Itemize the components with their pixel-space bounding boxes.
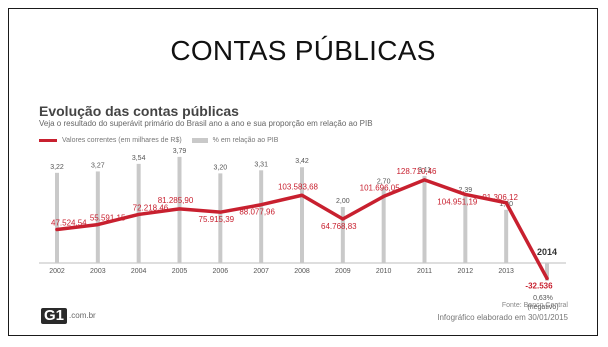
bar-label-2014: 0,63% [533, 295, 553, 302]
legend-swatch-bar [191, 138, 208, 143]
bar-2012 [463, 196, 468, 263]
chart-source: Fonte: Banco Central [501, 302, 568, 309]
x-tick-2010: 2010 [376, 268, 392, 275]
legend-swatch-line [39, 139, 57, 142]
bar-label-2003: 3,27 [91, 162, 105, 169]
slide: CONTAS PÚBLICAS Evolução das contas públ… [8, 8, 598, 336]
line-label-2013: 91.306,12 [482, 193, 518, 202]
bar-label-2010: 2,70 [377, 178, 391, 185]
chart-title: Evolução das contas públicas [39, 103, 239, 119]
bar-label-2006: 3,20 [214, 164, 228, 171]
x-tick-2007: 2007 [253, 268, 269, 275]
bar-label-2009: 2,00 [336, 198, 350, 205]
legend-label-line: Valores correntes (em milhares de R$) [62, 137, 182, 144]
line-label-2009: 64.768,83 [321, 222, 357, 231]
line-label-2007: 88.077,96 [239, 208, 275, 217]
infographic: Evolução das contas públicas Veja o resu… [35, 97, 570, 327]
line-label-2003: 55.591,15 [90, 214, 126, 223]
line-label-2005: 81.285,90 [158, 196, 194, 205]
x-tick-2004: 2004 [131, 268, 147, 275]
x-tick-2011: 2011 [417, 268, 432, 275]
line-label-2014: -32.536 [525, 281, 553, 290]
bar-2008 [300, 167, 304, 263]
line-series-valores [55, 178, 549, 281]
x-tick-2005: 2005 [172, 268, 188, 275]
x-tick-2002: 2002 [49, 268, 65, 275]
line-label-2012: 104.951,19 [437, 197, 478, 206]
bar-label-2002: 3,22 [50, 164, 64, 171]
line-label-2002: 47.524,54 [51, 219, 87, 228]
line-label-2004: 72.218,46 [133, 203, 169, 212]
x-tick-2009: 2009 [335, 268, 351, 275]
bar-2003 [95, 171, 100, 263]
bar-2011 [422, 175, 427, 263]
x-tick-2006: 2006 [213, 268, 229, 275]
line-label-2010: 101.696,05 [360, 183, 401, 192]
chart-credit: Infográfico elaborado em 30/01/2015 [437, 313, 568, 322]
logo-mark: G1 [41, 307, 68, 324]
bar-2006 [218, 173, 223, 263]
x-tick-2003: 2003 [90, 268, 106, 275]
x-tick-2013: 2013 [498, 268, 514, 275]
bar-2010 [381, 187, 386, 263]
line-bar-chart: 3,22 3,27 3,54 3,79 3,20 3,31 3,42 2,00 2,70 3,11… [39, 148, 566, 311]
g1-logo: G1 .com.br [41, 307, 96, 324]
line-label-2011: 128.710,46 [396, 167, 437, 176]
x-tick-2014: 2014 [537, 247, 557, 257]
bar-label-2005: 3,79 [173, 148, 187, 155]
bar-label-2012: 2,39 [459, 187, 473, 194]
line-label-2008: 103.583,68 [278, 182, 319, 191]
bar-label-2004: 3,54 [132, 155, 146, 162]
bar-2013 [504, 209, 509, 263]
bar-label-2007: 3,31 [254, 161, 268, 168]
line-label-2006: 75.915,39 [199, 215, 235, 224]
negative-note: (negativo) [527, 304, 558, 311]
bar-label-2008: 3,42 [295, 158, 309, 165]
bar-2014 [545, 263, 549, 281]
bar-2002 [55, 172, 59, 263]
bar-label-2011: 3,11 [418, 167, 431, 174]
slide-title: CONTAS PÚBLICAS [170, 35, 436, 66]
x-tick-2008: 2008 [294, 268, 310, 275]
x-tick-2012: 2012 [458, 268, 474, 275]
bar-2007 [259, 170, 264, 263]
legend-label-bar: % em relação ao PIB [212, 137, 279, 144]
chart-subtitle: Veja o resultado do superávit primário d… [39, 119, 373, 128]
logo-domain: .com.br [69, 311, 96, 321]
chart-legend: Valores correntes (em milhares de R$) % … [39, 137, 278, 147]
bar-2009 [340, 207, 345, 263]
